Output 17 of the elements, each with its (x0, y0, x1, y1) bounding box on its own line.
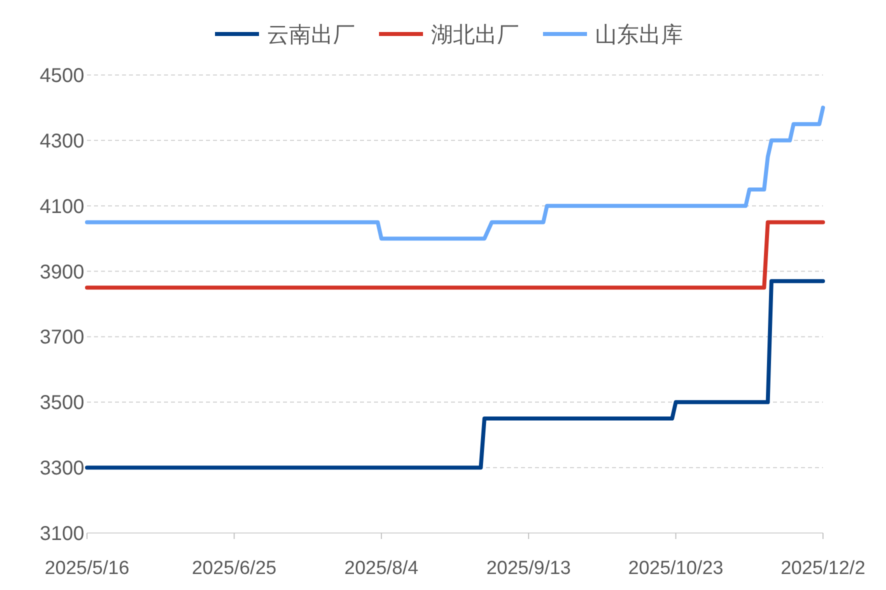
x-tick-label: 2025/12/2 (780, 558, 866, 579)
x-tick-label: 2025/10/23 (628, 558, 724, 579)
y-tick-label: 4100 (40, 196, 84, 218)
x-tick-label: 2025/9/13 (486, 558, 571, 579)
y-tick-label: 4300 (40, 130, 84, 152)
x-tick-label: 2025/6/25 (192, 558, 276, 579)
legend-label: 云南出厂 (267, 22, 355, 47)
y-tick-label: 3100 (40, 523, 84, 545)
y-tick-label: 3900 (40, 261, 84, 284)
y-tick-label: 3300 (40, 458, 84, 480)
y-tick-label: 3700 (40, 326, 84, 349)
y-tick-label: 3500 (40, 392, 84, 414)
x-tick-label: 2025/5/16 (44, 558, 130, 579)
y-tick-label: 4500 (40, 65, 84, 87)
legend-label: 山东出库 (595, 22, 683, 47)
legend-label: 湖北出厂 (431, 22, 519, 47)
x-tick-label: 2025/8/4 (344, 558, 419, 579)
